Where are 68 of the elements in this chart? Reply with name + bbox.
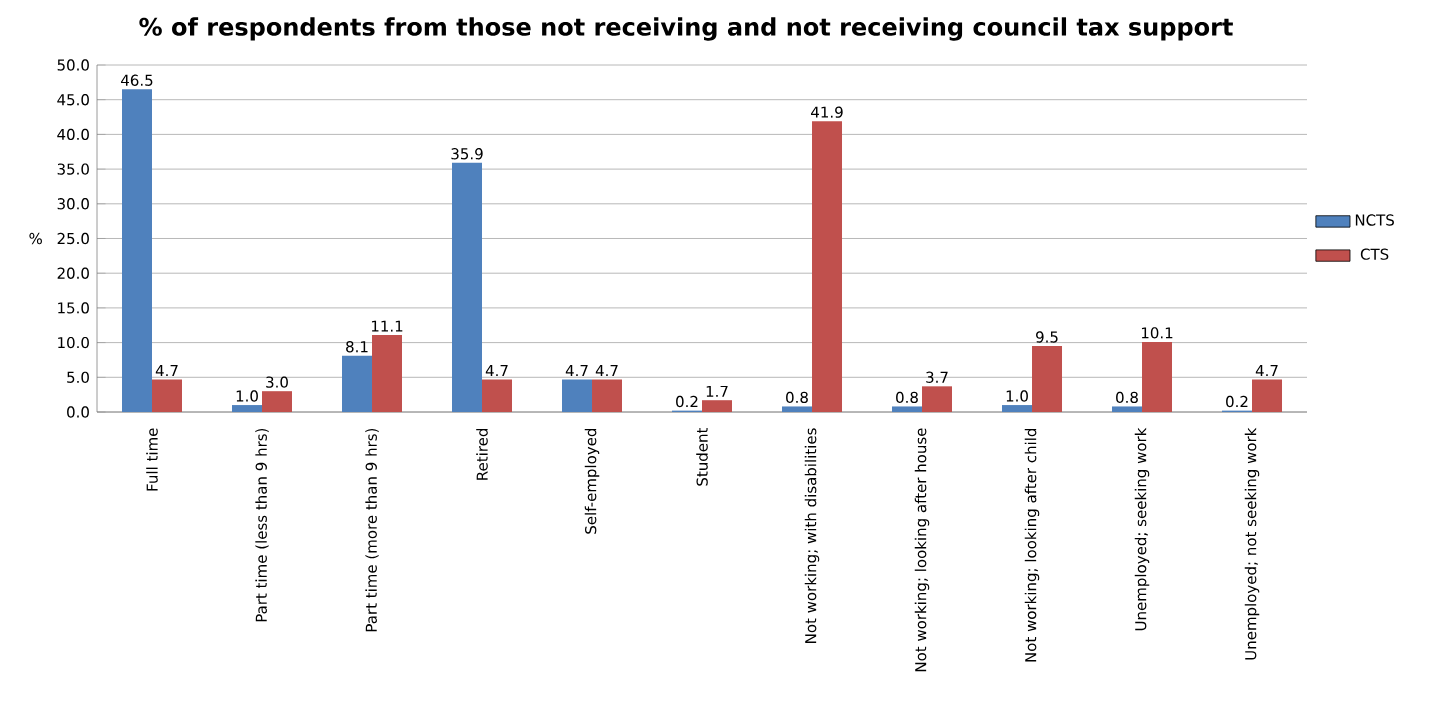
- bar: [892, 406, 922, 412]
- bar: [592, 379, 622, 412]
- legend-label: NCTS: [1355, 214, 1394, 226]
- data-label: 4.7: [595, 365, 618, 376]
- data-label: 0.8: [786, 391, 808, 404]
- data-label: 46.5: [121, 74, 153, 86]
- data-label: 41.9: [811, 106, 843, 118]
- y-tick-label: 45.0: [57, 94, 89, 106]
- x-tick-label: Part time (more than 9 hrs): [365, 428, 379, 632]
- bar: [1252, 379, 1283, 412]
- y-tick-label: 25.0: [57, 232, 89, 245]
- x-tick-label: Not working; looking after house: [914, 428, 930, 672]
- bar: [122, 89, 152, 412]
- data-label: 0.2: [676, 395, 698, 408]
- y-tick-label: 50.0: [57, 59, 89, 71]
- x-tick-label: Unemployed; seeking work: [1134, 427, 1150, 631]
- x-tick-label: Student: [696, 427, 708, 486]
- data-label: 10.1: [1141, 327, 1173, 339]
- x-tick-label: Self-employed: [584, 428, 600, 534]
- bar: [482, 379, 513, 412]
- bar: [1002, 405, 1033, 412]
- bar: [1112, 406, 1143, 412]
- data-label: 4.7: [155, 365, 178, 376]
- bar: [922, 386, 953, 412]
- y-tick-label: 30.0: [57, 198, 89, 210]
- data-label: 3.0: [266, 376, 288, 388]
- bar: [372, 334, 402, 412]
- data-label: 35.9: [451, 148, 483, 160]
- data-label: 0.2: [1226, 395, 1248, 408]
- legend-label: CTS: [1360, 248, 1389, 260]
- data-label: 0.8: [1116, 391, 1138, 404]
- x-tick-label: Retired: [476, 428, 488, 480]
- x-tick-label: Unemployed; not seeking work: [1244, 427, 1260, 660]
- y-tick-label: 20.0: [57, 267, 89, 279]
- bar: [782, 406, 813, 412]
- y-tick-label: 0.0: [67, 406, 89, 418]
- data-label: 4.7: [1255, 365, 1278, 376]
- y-tick-label: 15.0: [58, 302, 89, 314]
- bar: [812, 121, 843, 412]
- y-tick-label: 5.0: [67, 371, 89, 383]
- x-tick-label: Not working; looking after child: [1024, 428, 1040, 662]
- bar: [232, 405, 262, 412]
- y-axis-title: %: [29, 232, 42, 245]
- data-label: 0.8: [896, 391, 918, 404]
- data-label: 1.0: [236, 390, 258, 402]
- y-tick-label: 40.0: [57, 128, 89, 141]
- chart-title: % of respondents from those not receiving and not receiving council tax support: [139, 17, 1233, 41]
- bar: [152, 379, 182, 412]
- bar: [702, 400, 733, 412]
- bar: [1032, 346, 1063, 412]
- data-label: 1.7: [706, 385, 728, 397]
- x-tick-label: Full time: [146, 428, 158, 491]
- data-label: 1.0: [1006, 390, 1028, 402]
- x-tick-label: Part time (less than 9 hrs): [255, 428, 269, 622]
- data-label: 4.7: [565, 365, 588, 376]
- bar: [1142, 341, 1173, 412]
- data-label: 8.1: [346, 341, 368, 353]
- y-tick-label: 10.0: [58, 336, 89, 349]
- data-label: 11.1: [371, 320, 403, 332]
- bar: [342, 355, 373, 412]
- data-label: 4.7: [485, 365, 508, 376]
- y-tick-label: 35.0: [57, 163, 89, 175]
- bar: [562, 379, 593, 412]
- data-label: 9.5: [1036, 331, 1058, 343]
- x-tick-label: Not working; with disabilities: [804, 428, 820, 643]
- bar: [262, 391, 293, 412]
- bar: [452, 162, 482, 412]
- data-label: 3.7: [926, 371, 948, 383]
